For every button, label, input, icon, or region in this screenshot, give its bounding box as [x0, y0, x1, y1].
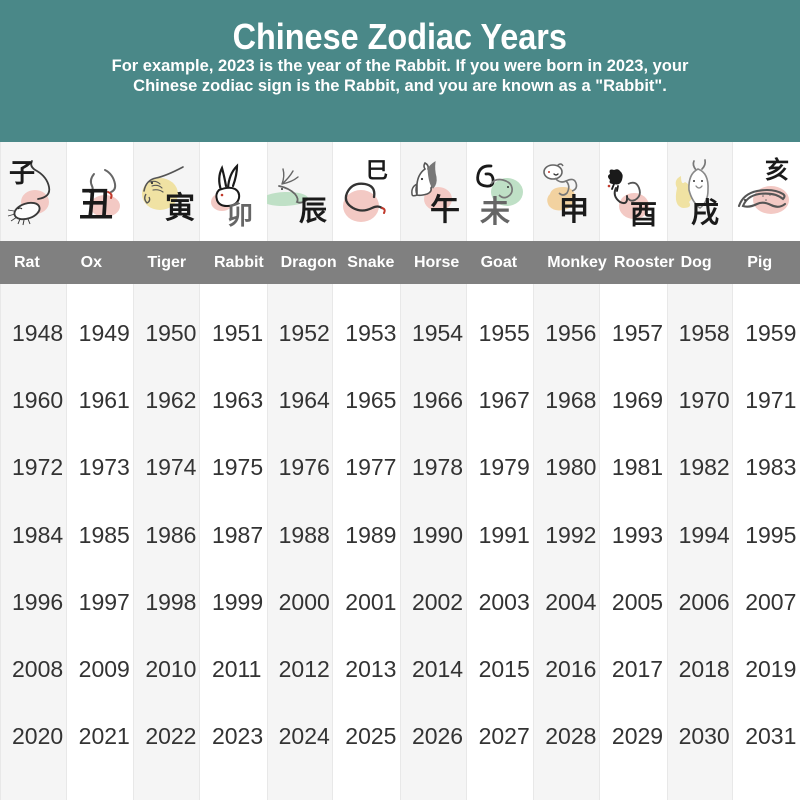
svg-text:亥: 亥 [765, 156, 789, 184]
svg-text:酉: 酉 [630, 200, 657, 230]
svg-text:丑: 丑 [79, 186, 113, 224]
svg-text:辰: 辰 [299, 195, 327, 226]
svg-text:卯: 卯 [227, 200, 253, 230]
svg-text:巳: 巳 [366, 158, 388, 183]
svg-text:申: 申 [559, 194, 589, 227]
svg-text:戌: 戌 [691, 197, 719, 228]
svg-text:子: 子 [9, 158, 35, 188]
svg-text:午: 午 [430, 194, 460, 227]
svg-text:未: 未 [480, 196, 510, 229]
svg-text:寅: 寅 [165, 191, 195, 225]
